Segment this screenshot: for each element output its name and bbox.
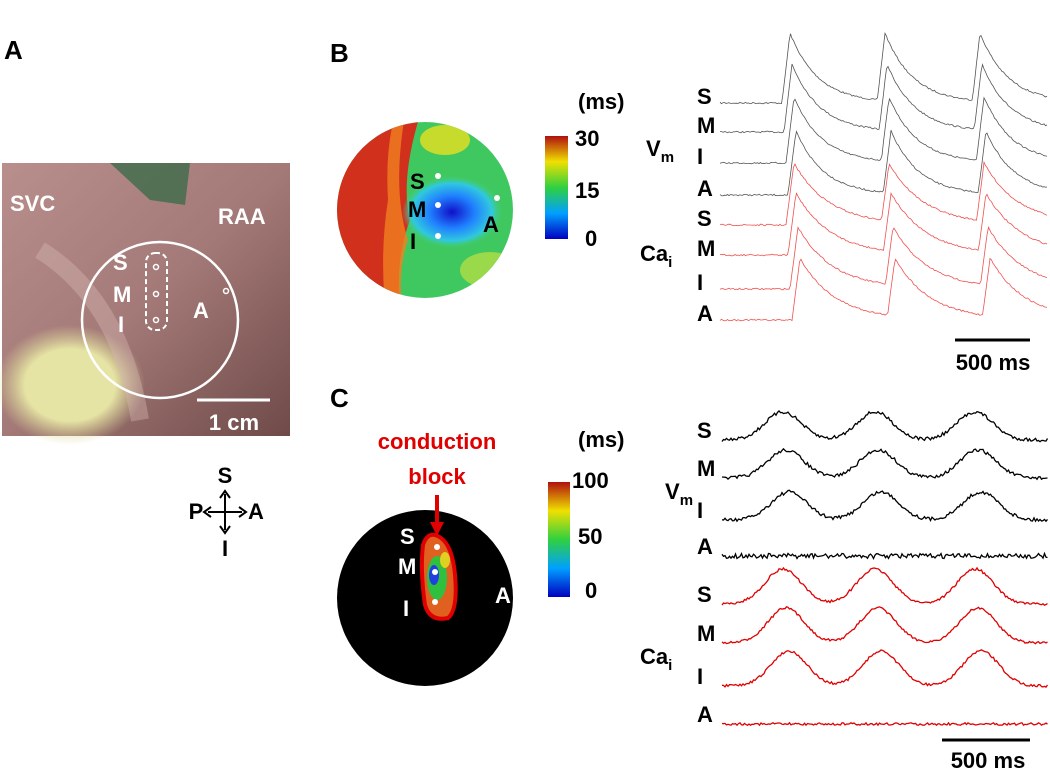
site-label: A xyxy=(495,583,511,608)
trace-label: S xyxy=(697,418,712,443)
scale-label: 500 ms xyxy=(951,748,1026,773)
site-dots xyxy=(152,263,230,324)
trace-label: S xyxy=(697,206,712,231)
activation-region xyxy=(419,532,458,621)
landmark: RAA xyxy=(218,204,266,229)
trace-label: A xyxy=(697,176,713,201)
site-label: S xyxy=(410,169,425,194)
colorbar xyxy=(545,136,568,239)
trace xyxy=(719,191,1048,257)
trace-label: A xyxy=(697,702,713,727)
trace-label: M xyxy=(697,236,715,261)
site-label: A xyxy=(483,212,499,237)
trace-label: I xyxy=(697,664,703,689)
trace xyxy=(721,551,1048,561)
trace-label: I xyxy=(697,498,703,523)
trace xyxy=(721,409,1049,443)
trace xyxy=(719,226,1048,291)
colorbar xyxy=(548,482,570,597)
arrow-head xyxy=(430,522,444,536)
site-label: I xyxy=(403,596,409,621)
compass-label: I xyxy=(222,536,228,561)
site-label: M xyxy=(408,197,426,222)
annotation: block xyxy=(408,464,466,489)
site-dots xyxy=(435,173,500,239)
signal-label: Cai xyxy=(640,241,672,271)
compass-label: A xyxy=(248,499,264,524)
trace xyxy=(721,489,1048,523)
colorbar-unit: (ms) xyxy=(578,89,624,114)
trace-label: M xyxy=(697,456,715,481)
colorbar-tick: 0 xyxy=(585,226,597,251)
panel-label: A xyxy=(4,35,23,65)
colorbar-tick: 15 xyxy=(575,178,599,203)
trace-label: I xyxy=(697,270,703,295)
trace xyxy=(719,160,1048,227)
trace-label: A xyxy=(697,301,713,326)
compass xyxy=(202,489,248,535)
panel-label: B xyxy=(330,38,349,68)
scale-label: 500 ms xyxy=(956,350,1031,375)
trace-label: S xyxy=(697,84,712,109)
mapping-field xyxy=(80,240,240,400)
trace xyxy=(721,447,1048,481)
scale-label: 1 cm xyxy=(209,410,259,435)
trace xyxy=(719,257,1048,322)
site-label: M xyxy=(113,282,131,307)
site-label: I xyxy=(118,312,124,337)
trace xyxy=(721,606,1048,645)
signal-label: Cai xyxy=(640,644,672,674)
trace xyxy=(719,130,1048,197)
trace xyxy=(719,63,1048,134)
site-label: S xyxy=(400,524,415,549)
colorbar-tick: 50 xyxy=(578,524,602,549)
landmark: SVC xyxy=(10,191,55,216)
compass-label: S xyxy=(218,463,233,488)
site-dots xyxy=(432,544,516,605)
signal-label: Vm xyxy=(665,479,693,509)
trace xyxy=(721,649,1049,688)
trace-label: M xyxy=(697,621,715,646)
colorbar-tick: 0 xyxy=(585,578,597,603)
trace xyxy=(719,96,1048,165)
annotation: conduction xyxy=(378,429,497,454)
site-label: M xyxy=(398,554,416,579)
site-label: A xyxy=(193,298,209,323)
colorbar-tick: 100 xyxy=(572,468,609,493)
trace xyxy=(721,566,1048,606)
photo xyxy=(0,163,290,445)
trace xyxy=(719,31,1048,105)
site-label: I xyxy=(410,229,416,254)
trace-label: A xyxy=(697,534,713,559)
trace xyxy=(721,721,1048,727)
site-label: S xyxy=(113,250,128,275)
trace-label: I xyxy=(697,144,703,169)
site-outline xyxy=(145,252,168,331)
colorbar-tick: 30 xyxy=(575,126,599,151)
panel-label: C xyxy=(330,383,349,413)
colorbar-unit: (ms) xyxy=(578,427,624,452)
trace-label: M xyxy=(697,113,715,138)
compass-label: P xyxy=(189,499,204,524)
signal-label: Vm xyxy=(646,136,674,166)
trace-label: S xyxy=(697,582,712,607)
